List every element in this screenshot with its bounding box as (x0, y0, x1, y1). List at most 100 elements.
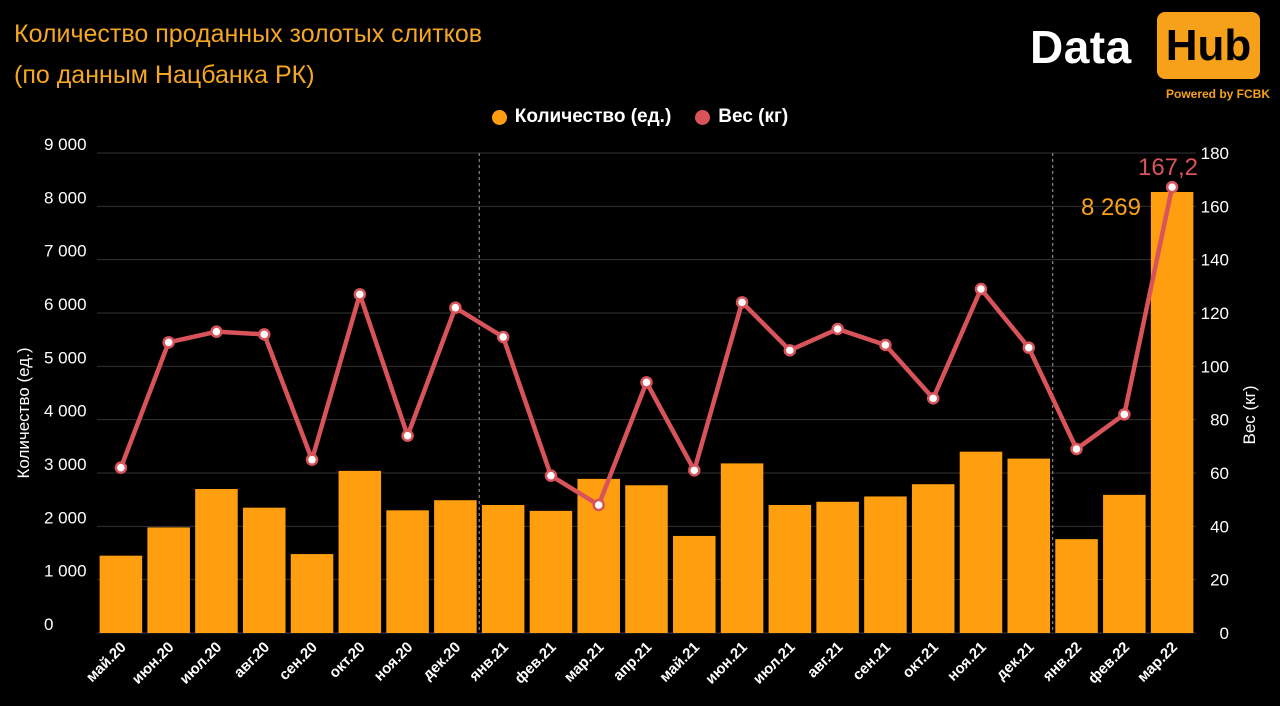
bar (290, 554, 334, 633)
y-left-tick-label: 6 000 (44, 295, 87, 314)
weight-point (974, 282, 988, 296)
bar (1055, 539, 1098, 633)
bar-data-label: 8 269 (1081, 194, 1141, 221)
legend-item-weight: Вес (кг) (695, 106, 788, 128)
bar (720, 463, 764, 633)
weight-point (401, 429, 414, 442)
datahub-logo: Data Hub Powered by FCBK (1030, 12, 1270, 102)
x-tick-label: июл.20 (176, 639, 225, 688)
x-tick-label: фев.22 (1085, 639, 1133, 687)
x-tick-label: ноя.20 (371, 639, 417, 685)
weight-point (496, 330, 510, 344)
weight-point (162, 336, 175, 349)
bar (1007, 458, 1051, 633)
weight-point (210, 325, 223, 338)
x-tick-label: июл.21 (750, 639, 799, 688)
y-left-tick-label: 7 000 (44, 242, 87, 261)
bar (1150, 191, 1194, 633)
bar (959, 451, 1003, 633)
bar (816, 501, 859, 633)
weight-point (353, 288, 367, 301)
weight-point (257, 328, 271, 341)
x-tick-label: мар.22 (1134, 639, 1181, 686)
y-left-tick-label: 9 000 (44, 135, 87, 154)
x-tick-label: май.20 (83, 639, 130, 686)
bar (147, 527, 190, 633)
bar (1103, 494, 1146, 633)
x-tick-label: сен.20 (276, 639, 321, 684)
bar (529, 510, 573, 633)
bar (434, 500, 477, 633)
x-tick-label: янв.21 (466, 639, 512, 685)
y-right-tick-label: 60 (1210, 464, 1229, 483)
x-tick-label: апр.21 (610, 639, 656, 685)
x-tick-label: авг.20 (231, 639, 274, 682)
x-tick-label: сен.21 (849, 639, 894, 684)
y-right-tick-label: 20 (1210, 571, 1229, 590)
weight-point (783, 344, 797, 357)
weight-point (305, 453, 319, 466)
weight-point (640, 376, 653, 389)
bar (338, 470, 382, 633)
x-tick-label: июн.21 (702, 639, 751, 688)
y-left-tick-label: 3 000 (44, 455, 87, 474)
line-data-label: 167,2 (1138, 154, 1198, 181)
x-tick-label: ноя.21 (944, 639, 990, 685)
x-tick-label: дек.20 (419, 639, 464, 684)
x-tick-label: мар.21 (561, 639, 608, 686)
weight-point (544, 469, 558, 482)
logo-data-text: Data (1030, 21, 1132, 73)
title-line-1: Количество проданных золотых слитков (14, 20, 483, 48)
y-right-tick-label: 180 (1201, 144, 1229, 163)
weight-line (118, 186, 1175, 508)
y-right-tick-label: 140 (1201, 251, 1229, 270)
x-tick-label: фев.21 (511, 639, 559, 687)
bar (195, 489, 238, 633)
bar (768, 505, 812, 633)
chart-legend: Количество (ед.) Вес (кг) (0, 104, 1280, 130)
x-tick-label: авг.21 (804, 639, 847, 682)
bar (625, 485, 668, 633)
y-right-tick-label: 100 (1201, 357, 1229, 376)
logo-hub-box: Hub (1157, 12, 1260, 79)
bar (99, 555, 143, 633)
legend-item-quantity: Количество (ед.) (491, 106, 672, 128)
weight-point (1070, 442, 1083, 456)
weight-point (1165, 180, 1179, 194)
bar (242, 507, 286, 633)
weight-point (831, 322, 844, 336)
weight-point (449, 301, 462, 314)
chart-title: Количество проданных золотых слитков (по… (14, 14, 482, 96)
legend-bar-swatch (491, 109, 507, 125)
legend-label-weight: Вес (кг) (718, 106, 789, 127)
x-tick-label: июн.20 (129, 639, 178, 688)
x-tick-label: май.21 (656, 639, 703, 686)
y-left-tick-label: 8 000 (44, 188, 87, 207)
legend-line-swatch (695, 109, 711, 125)
y-left-axis-title: Количество (ед.) (14, 347, 33, 478)
weight-point (735, 296, 749, 309)
y-left-tick-label: 0 (44, 615, 53, 634)
x-tick-label: янв.22 (1039, 639, 1085, 685)
x-tick-label: окт.20 (326, 639, 369, 682)
x-tick-label: дек.21 (993, 639, 1038, 684)
weight-point (926, 392, 940, 405)
weight-point (688, 464, 701, 477)
weight-point (879, 338, 892, 352)
y-left-tick-label: 5 000 (44, 348, 87, 367)
bar (673, 535, 716, 633)
weight-point (1118, 408, 1131, 421)
bar (864, 496, 907, 633)
y-left-tick-label: 1 000 (44, 562, 87, 581)
y-right-axis-title: Вес (кг) (1240, 386, 1259, 445)
weight-point (592, 498, 605, 512)
legend-label-quantity: Количество (ед.) (514, 106, 672, 127)
y-right-tick-label: 120 (1201, 304, 1229, 323)
y-left-tick-label: 4 000 (44, 402, 87, 421)
logo-powered-by: Powered by FCBK (1165, 87, 1270, 101)
y-right-tick-label: 160 (1201, 197, 1229, 216)
weight-point (114, 461, 128, 474)
y-right-tick-label: 80 (1210, 411, 1229, 430)
bar (481, 505, 525, 633)
